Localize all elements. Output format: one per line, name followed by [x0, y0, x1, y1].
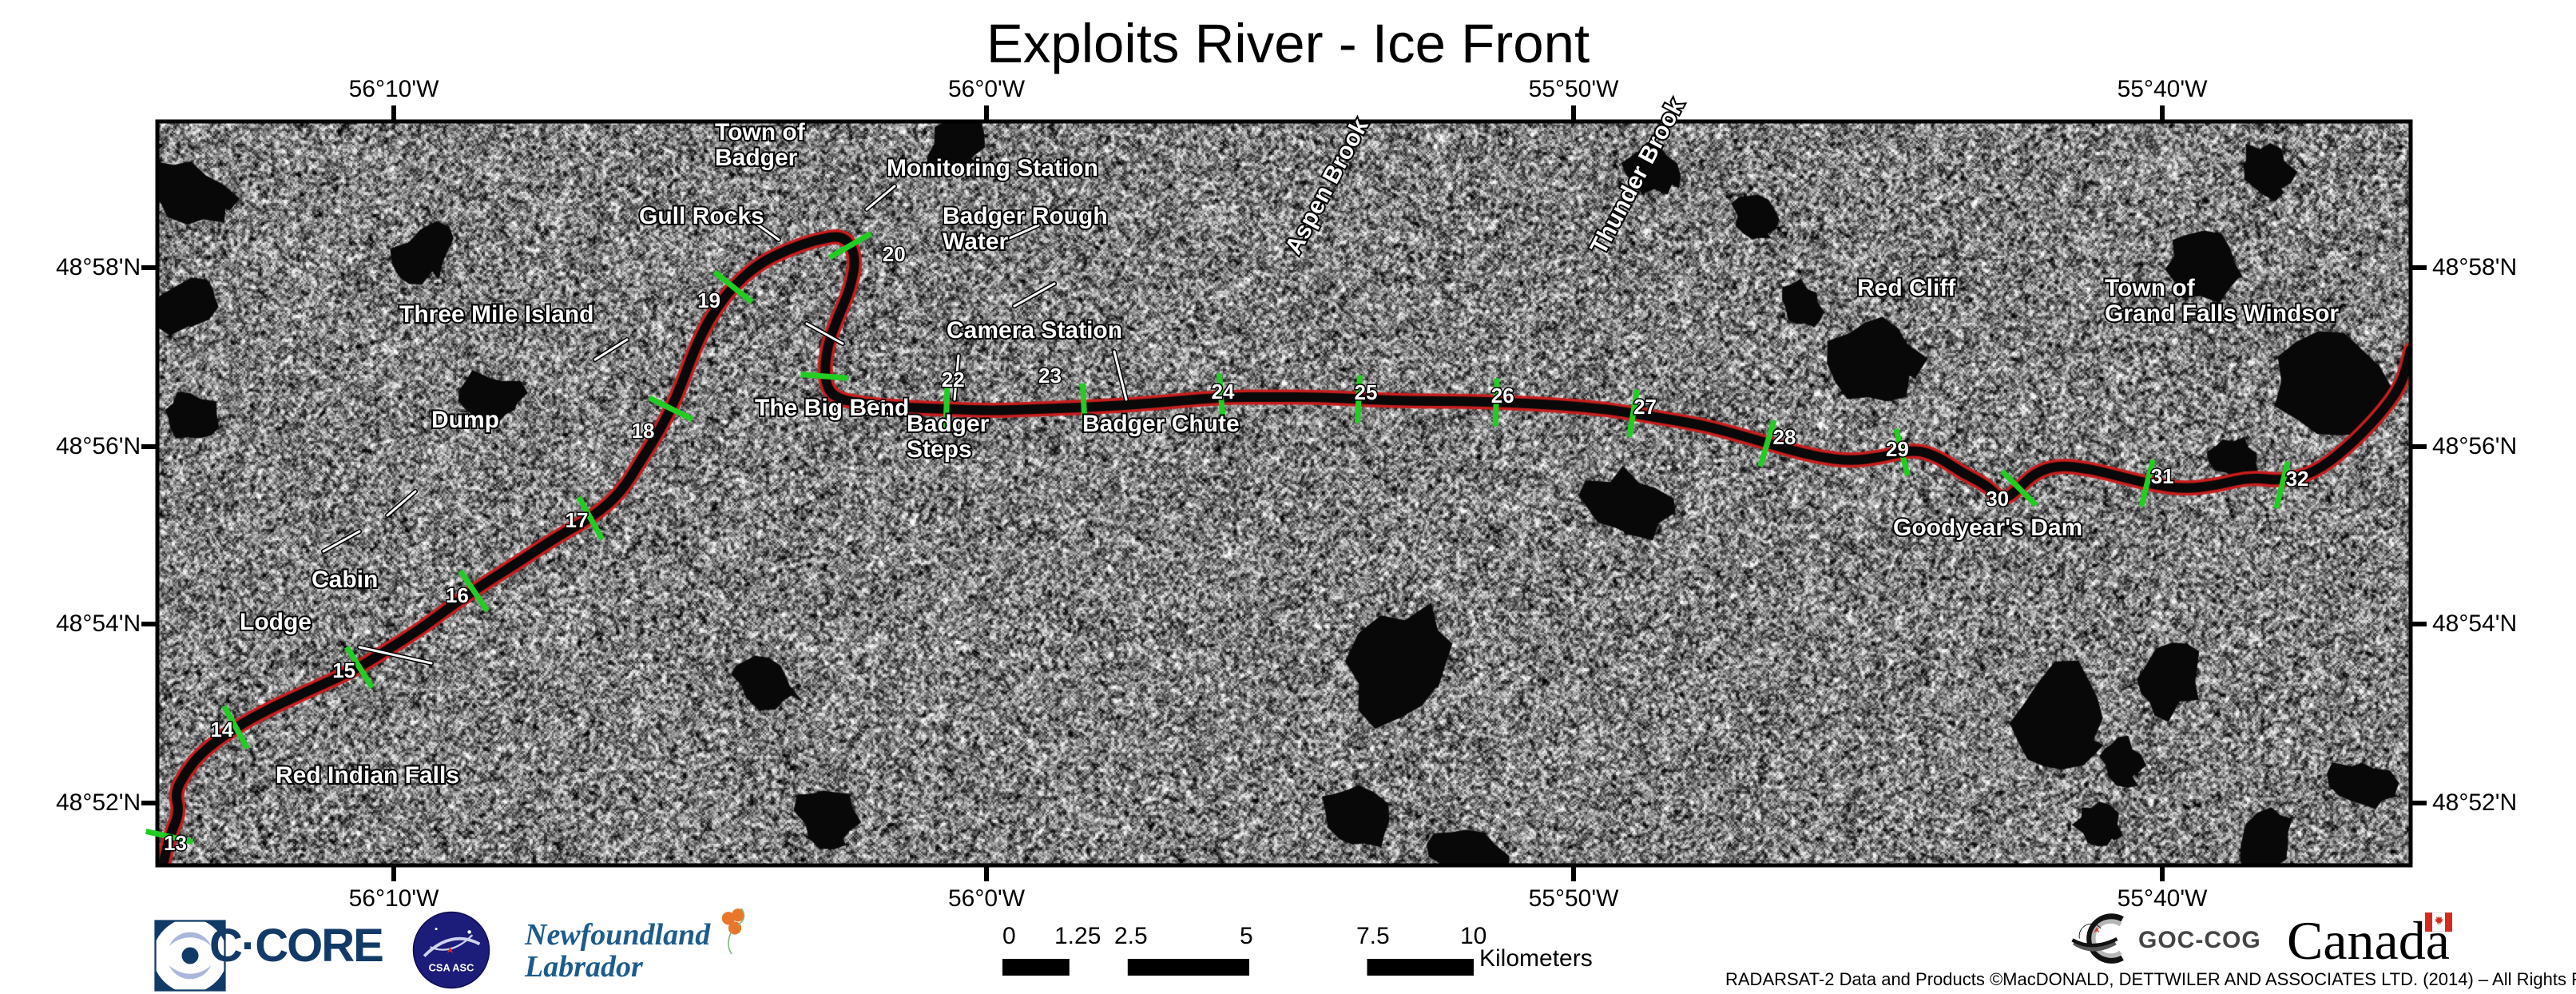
svg-text:CSA ASC: CSA ASC: [429, 961, 474, 973]
